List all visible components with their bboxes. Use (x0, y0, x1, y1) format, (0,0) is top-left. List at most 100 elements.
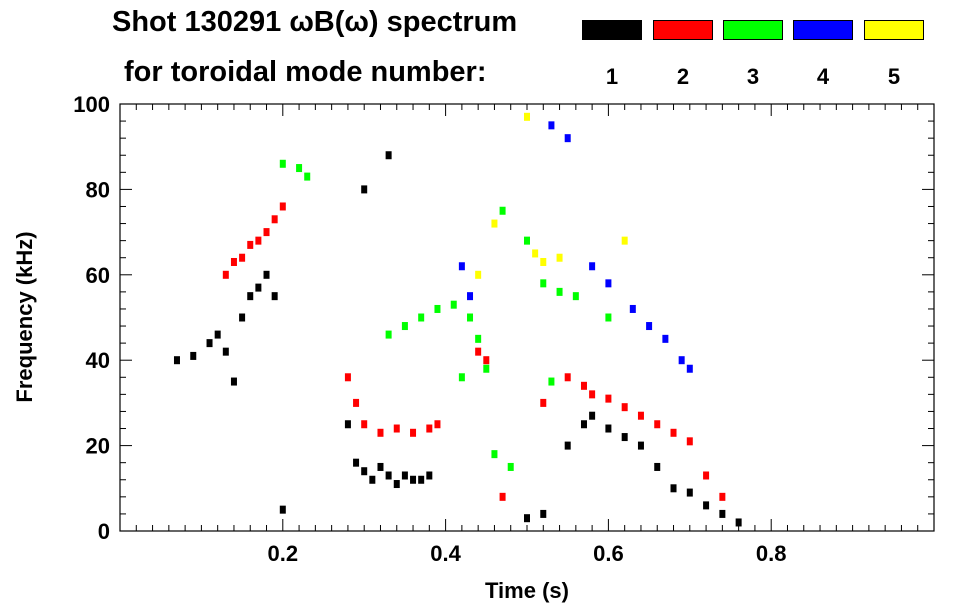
mode-2-point (255, 236, 262, 245)
y-axis-title: Frequency (kHz) (12, 231, 37, 402)
y-tick-label: 100 (73, 92, 110, 117)
mode-2-point (230, 257, 237, 266)
mode-1-point (206, 339, 213, 348)
mode-1-point (393, 480, 400, 489)
mode-1-point (369, 475, 376, 484)
legend-swatch-3 (723, 20, 783, 40)
mode-3-point (572, 292, 579, 301)
mode-1-point (385, 151, 392, 160)
mode-1-point (418, 475, 425, 484)
mode-1-point (353, 458, 360, 467)
mode-2-point (239, 253, 246, 262)
mode-2-point (540, 398, 547, 407)
mode-2-point (410, 428, 417, 437)
mode-4-point (467, 292, 474, 301)
mode-3-point (548, 377, 555, 386)
mode-1-point (524, 514, 530, 523)
mode-1-point (686, 488, 693, 497)
mode-1-point (735, 518, 742, 527)
mode-2-point (654, 420, 661, 429)
x-tick-label: 0.8 (756, 541, 787, 566)
mode-4-point (646, 322, 653, 331)
mode-1-point (263, 270, 270, 279)
mode-1-point (344, 420, 351, 429)
mode-2-point (353, 398, 360, 407)
mode-3-point (279, 159, 286, 168)
data-points (173, 112, 742, 527)
mode-1-point (230, 377, 237, 386)
legend-label-4: 4 (816, 64, 830, 89)
mode-2-point (271, 215, 278, 224)
mode-1-point (385, 471, 392, 480)
mode-1-point (271, 292, 278, 301)
y-tick-label: 40 (86, 348, 110, 373)
mode-3-point (540, 279, 547, 288)
mode-4-point (678, 356, 685, 365)
mode-5-point (491, 219, 498, 228)
mode-3-point (434, 304, 441, 313)
chart-title: Shot 130291 ωB(ω) spectrum (112, 6, 518, 38)
mode-1-point (580, 420, 587, 429)
mode-3-point (385, 330, 392, 339)
mode-2-point (263, 228, 270, 237)
mode-5-point (556, 253, 563, 262)
mode-1-point (173, 356, 180, 365)
mode-2-point (222, 270, 229, 279)
mode-1-point (540, 509, 547, 518)
mode-4-point (662, 334, 669, 343)
mode-3-point (304, 172, 311, 181)
x-tick-label: 0.2 (268, 541, 299, 566)
legend-label-2: 2 (676, 64, 690, 89)
mode-2-point (377, 428, 384, 437)
mode-2-point (580, 381, 587, 390)
mode-2-point (279, 202, 286, 211)
mode-4-point (589, 262, 596, 271)
y-tick-label: 80 (86, 177, 110, 202)
mode-1-point (255, 283, 262, 292)
legend-swatch-1 (582, 20, 642, 40)
mode-3-point (401, 322, 408, 331)
mode-1-point (605, 424, 612, 433)
x-tick-label: 0.4 (430, 541, 461, 566)
mode-1-point (637, 441, 644, 450)
mode-3-point (418, 313, 425, 322)
x-tick-label: 0.6 (593, 541, 624, 566)
mode-3-point (556, 287, 563, 296)
mode-2-point (564, 373, 571, 382)
mode-1-point (719, 509, 726, 518)
mode-3-point (458, 373, 465, 382)
mode-2-point (670, 428, 677, 437)
mode-2-point (637, 411, 644, 420)
legend-swatch-4 (793, 20, 853, 40)
mode-1-point (654, 462, 661, 471)
mode-1-point (214, 330, 221, 339)
legend-label-5: 5 (887, 64, 901, 89)
mode-2-point (475, 347, 482, 356)
mode-1-point (564, 441, 571, 450)
mode-3-point (450, 300, 457, 309)
mode-2-point (247, 240, 254, 249)
mode-4-point (605, 279, 612, 288)
y-tick-label: 0 (98, 519, 110, 544)
mode-2-point (483, 356, 490, 365)
mode-1-point (361, 467, 368, 476)
mode-1-point (670, 484, 677, 493)
mode-1-point (377, 462, 384, 471)
mode-1-point (410, 475, 417, 484)
mode-1-point (279, 505, 286, 514)
mode-5-point (532, 249, 539, 258)
mode-2-point (589, 390, 596, 399)
mode-3-point (467, 313, 474, 322)
mode-3-point (491, 450, 498, 459)
legend-swatch-5 (864, 20, 924, 40)
mode-2-point (426, 424, 433, 433)
mode-3-point (499, 206, 506, 215)
mode-2-point (719, 492, 726, 501)
legend-label-1: 1 (605, 64, 619, 89)
mode-2-point (361, 420, 368, 429)
mode-2-point (703, 471, 710, 480)
mode-2-point (686, 437, 693, 446)
y-tick-label: 60 (86, 263, 110, 288)
mode-3-point (475, 334, 482, 343)
